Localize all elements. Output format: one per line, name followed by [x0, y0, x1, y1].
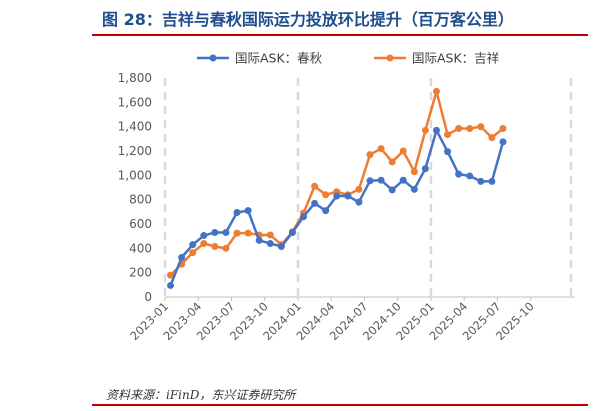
- data-point: [344, 192, 352, 200]
- data-point: [444, 148, 452, 156]
- series-lines: [167, 87, 507, 289]
- data-point: [255, 236, 263, 244]
- y-axis-tick-labels: 0 200 400 600 800 1,000 1,200 1,400 1,600 1,800: [118, 71, 152, 304]
- data-point: [399, 147, 407, 155]
- data-point: [377, 145, 385, 153]
- data-point: [388, 186, 396, 194]
- data-point: [488, 177, 496, 185]
- data-point: [432, 87, 440, 95]
- data-point: [244, 229, 252, 237]
- y-tick-label: 1,800: [118, 71, 152, 85]
- figure-title: 图 28：吉祥与春秋国际运力投放环比提升（百万客公里）: [102, 10, 514, 29]
- data-point: [477, 123, 485, 131]
- bottom-rule: [92, 404, 588, 406]
- year-divider-lines: [163, 78, 573, 297]
- series-line-1: [169, 90, 504, 276]
- legend-label: 国际ASK：吉祥: [412, 51, 499, 66]
- y-tick-label: 0: [144, 290, 152, 304]
- data-point: [388, 158, 396, 166]
- data-point: [466, 172, 474, 180]
- data-point: [167, 281, 175, 289]
- data-point: [322, 191, 330, 199]
- data-point: [266, 231, 274, 239]
- data-point: [178, 253, 186, 261]
- data-point: [399, 176, 407, 184]
- data-point: [277, 243, 285, 251]
- legend-label: 国际ASK：春秋: [235, 51, 323, 66]
- data-point: [366, 151, 374, 159]
- y-tick-label: 1,600: [118, 95, 152, 109]
- data-point: [455, 124, 463, 132]
- data-point: [200, 239, 208, 247]
- y-tick-label: 400: [129, 241, 152, 255]
- y-tick-label: 1,000: [118, 168, 152, 182]
- data-point: [499, 124, 507, 132]
- y-tick-label: 1,200: [118, 144, 152, 158]
- x-axis-tick-labels: 2023-012023-042023-072023-102024-012024-…: [127, 299, 537, 343]
- data-point: [410, 168, 418, 176]
- data-point: [421, 126, 429, 134]
- data-point: [233, 229, 241, 237]
- data-point: [288, 229, 296, 237]
- data-point: [200, 232, 208, 240]
- data-point: [222, 244, 230, 252]
- y-tick-label: 600: [129, 217, 152, 231]
- data-point: [222, 229, 230, 237]
- data-point: [477, 177, 485, 185]
- y-tick-label: 800: [129, 193, 152, 207]
- data-point: [377, 176, 385, 184]
- data-point: [211, 229, 219, 237]
- series-line-0: [169, 129, 505, 286]
- y-tick-label: 200: [129, 266, 152, 280]
- data-point: [311, 199, 319, 207]
- data-point: [432, 126, 440, 134]
- title-rule: [92, 34, 588, 36]
- data-point: [466, 124, 474, 132]
- data-point: [355, 198, 363, 206]
- data-point: [444, 131, 452, 139]
- data-point: [211, 243, 219, 251]
- data-point: [244, 207, 252, 215]
- x-axis: [164, 296, 575, 301]
- legend-marker: [386, 54, 394, 62]
- data-point: [355, 185, 363, 193]
- data-point: [167, 271, 175, 279]
- data-point: [266, 239, 274, 247]
- data-point: [311, 182, 319, 190]
- data-point: [410, 185, 418, 193]
- legend-marker: [209, 54, 217, 62]
- data-point: [488, 134, 496, 142]
- data-point: [233, 208, 241, 216]
- source-note: 资料来源：iFinD，东兴证券研究所: [106, 388, 296, 402]
- data-point: [421, 165, 429, 173]
- y-tick-label: 1,400: [118, 120, 152, 134]
- data-point: [189, 241, 197, 249]
- data-point: [300, 213, 308, 221]
- data-point: [322, 207, 330, 215]
- legend: 国际ASK：春秋 国际ASK：吉祥: [197, 51, 499, 66]
- data-point: [366, 177, 374, 185]
- data-point: [499, 138, 507, 146]
- data-point: [455, 170, 463, 178]
- data-point: [189, 249, 197, 257]
- data-point: [333, 192, 341, 200]
